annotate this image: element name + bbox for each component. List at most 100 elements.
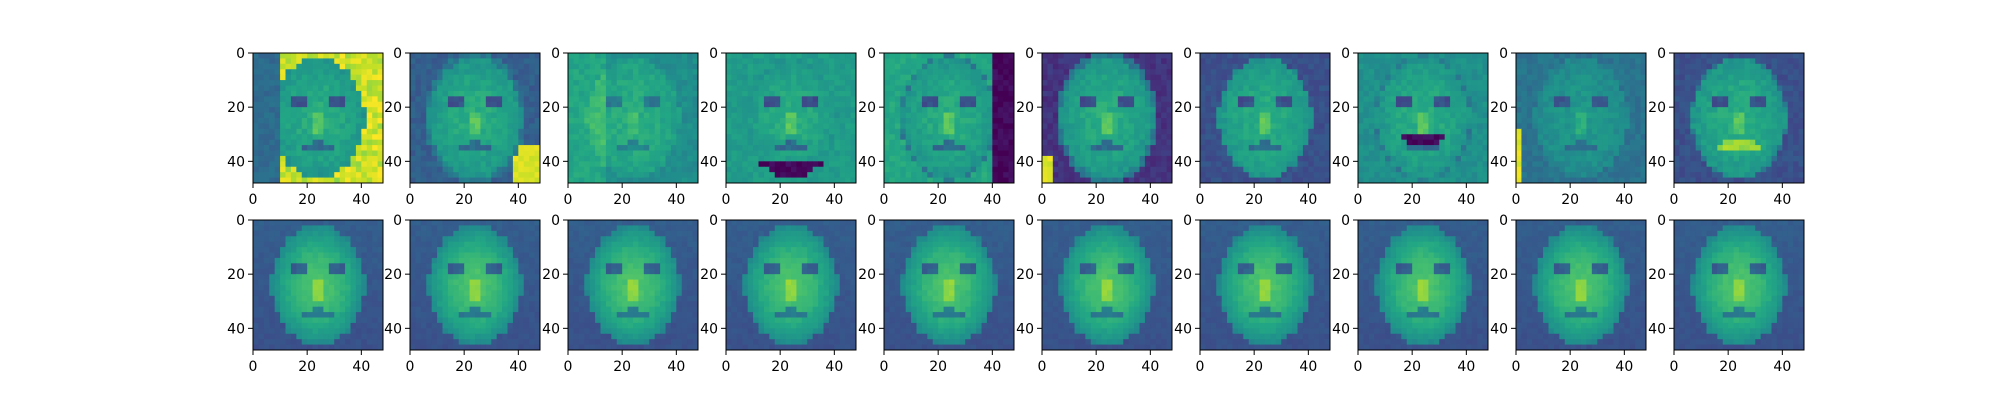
pixel xyxy=(850,96,857,103)
pixel xyxy=(431,96,438,103)
pixel xyxy=(280,172,286,178)
pixel xyxy=(1221,145,1228,151)
pixel xyxy=(1471,155,1478,162)
pixel xyxy=(1477,53,1483,59)
pixel xyxy=(361,118,368,124)
pixel xyxy=(905,172,912,178)
pixel xyxy=(1313,134,1320,141)
pixel xyxy=(1313,80,1320,86)
pixel xyxy=(377,128,384,135)
pixel xyxy=(1297,134,1304,141)
pixel xyxy=(1221,69,1228,76)
pixel xyxy=(731,177,738,184)
pixel xyxy=(1586,58,1593,65)
pixel xyxy=(415,58,422,65)
pixel xyxy=(845,107,851,113)
pixel xyxy=(1232,69,1239,76)
pixel xyxy=(437,123,443,130)
pixel xyxy=(1313,155,1320,162)
pixel xyxy=(627,107,634,113)
pixel xyxy=(1003,145,1009,151)
pixel xyxy=(932,53,939,59)
pixel xyxy=(518,139,525,146)
pixel xyxy=(1466,145,1473,151)
pixel xyxy=(812,53,819,59)
pixel xyxy=(426,90,433,97)
pixel xyxy=(1302,90,1309,97)
pixel xyxy=(965,145,972,151)
pixel xyxy=(981,123,988,130)
pixel xyxy=(431,145,438,151)
pixel xyxy=(1210,166,1217,173)
pixel xyxy=(1379,161,1386,168)
pixel xyxy=(502,53,508,59)
pixel xyxy=(1379,63,1386,70)
pixel xyxy=(453,123,460,130)
pixel xyxy=(823,161,830,168)
pixel xyxy=(269,177,276,184)
pixel xyxy=(269,80,276,86)
pixel xyxy=(253,85,259,92)
pixel xyxy=(568,58,574,65)
pixel xyxy=(627,161,634,168)
pixel xyxy=(1079,112,1086,119)
pixel xyxy=(1297,150,1304,157)
pixel xyxy=(1069,118,1075,124)
pixel xyxy=(1052,123,1059,130)
pixel xyxy=(274,118,281,124)
pixel xyxy=(981,80,988,86)
pixel xyxy=(1058,96,1065,103)
pixel xyxy=(491,74,498,81)
pixel xyxy=(818,155,824,162)
pixel xyxy=(1052,161,1059,168)
pixel xyxy=(410,74,416,81)
pixel xyxy=(1433,74,1440,81)
pixel xyxy=(1107,172,1113,178)
pixel xyxy=(1259,112,1266,119)
pixel xyxy=(312,166,319,173)
pixel xyxy=(1232,53,1239,59)
pixel xyxy=(431,69,438,76)
pixel xyxy=(643,123,650,130)
pixel xyxy=(595,74,601,81)
pixel xyxy=(1302,118,1309,124)
pixel xyxy=(1308,177,1315,184)
pixel xyxy=(812,74,819,81)
pixel xyxy=(986,118,993,124)
pixel xyxy=(426,177,433,184)
pixel xyxy=(1358,128,1364,135)
pixel xyxy=(981,90,988,97)
pixel xyxy=(1613,53,1620,59)
pixel xyxy=(485,161,492,168)
pixel xyxy=(889,80,896,86)
pixel xyxy=(415,172,422,178)
pixel xyxy=(568,69,574,76)
pixel xyxy=(1047,96,1054,103)
pixel xyxy=(1155,145,1162,151)
pixel xyxy=(1521,112,1528,119)
pixel xyxy=(1210,96,1217,103)
pixel xyxy=(1085,166,1092,173)
pixel xyxy=(1063,90,1070,97)
pixel xyxy=(1450,80,1456,86)
pixel xyxy=(927,177,934,184)
pixel xyxy=(1210,74,1217,81)
pixel xyxy=(1275,150,1282,157)
pixel xyxy=(1286,63,1293,70)
pixel xyxy=(1608,107,1614,113)
pixel xyxy=(345,150,351,157)
pixel xyxy=(627,58,634,65)
pixel xyxy=(747,161,754,168)
pixel xyxy=(801,101,808,108)
pixel xyxy=(1308,145,1315,151)
pixel xyxy=(1058,177,1065,184)
pixel xyxy=(328,166,335,173)
pixel xyxy=(589,118,596,124)
pixel xyxy=(334,177,341,184)
pixel xyxy=(258,53,265,59)
pixel xyxy=(534,161,541,168)
pixel xyxy=(1313,118,1320,124)
pixel xyxy=(801,150,808,157)
pixel xyxy=(491,58,498,65)
pixel xyxy=(1150,150,1157,157)
